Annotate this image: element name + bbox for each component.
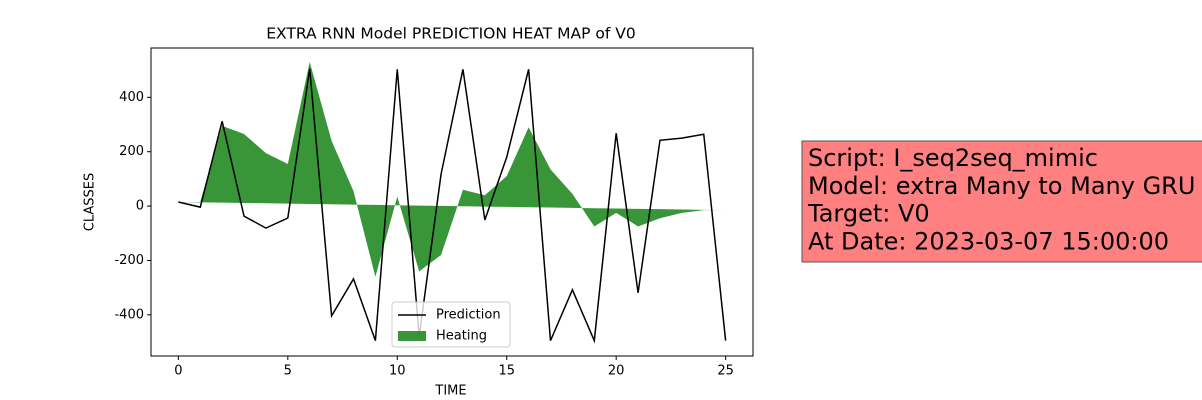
line xyxy=(178,68,727,344)
y-tick-label: -200 xyxy=(114,253,144,268)
legend-label: Prediction xyxy=(436,308,501,323)
legend-label: Heating xyxy=(436,329,487,344)
x-tick-label: 25 xyxy=(717,364,734,379)
info-text: Model: extra Many to Many GRU xyxy=(808,172,1195,200)
info-text: At Date: 2023-03-07 15:00:00 xyxy=(808,227,1169,255)
plot-frame xyxy=(150,47,754,357)
info-text: Target: V0 xyxy=(807,200,930,228)
info-text: Script: I_seq2seq_mimic xyxy=(808,144,1098,172)
x-tick-label: 10 xyxy=(389,364,406,379)
legend-patch xyxy=(398,331,426,341)
x-axis-label: TIME xyxy=(434,384,466,399)
y-tick-label: -400 xyxy=(114,307,144,322)
x-tick-label: 0 xyxy=(174,364,182,379)
y-tick-label: 0 xyxy=(136,199,144,214)
chart-title: EXTRA RNN Model PREDICTION HEAT MAP of V… xyxy=(266,25,635,43)
x-tick-label: 20 xyxy=(608,364,625,379)
y-axis-label: CLASSES xyxy=(83,173,98,231)
info-box xyxy=(801,140,1202,263)
y-tick-label: 200 xyxy=(119,144,144,159)
x-tick-label: 15 xyxy=(498,364,515,379)
area xyxy=(178,62,726,277)
x-tick-label: 5 xyxy=(284,364,292,379)
y-tick-label: 400 xyxy=(119,90,144,105)
